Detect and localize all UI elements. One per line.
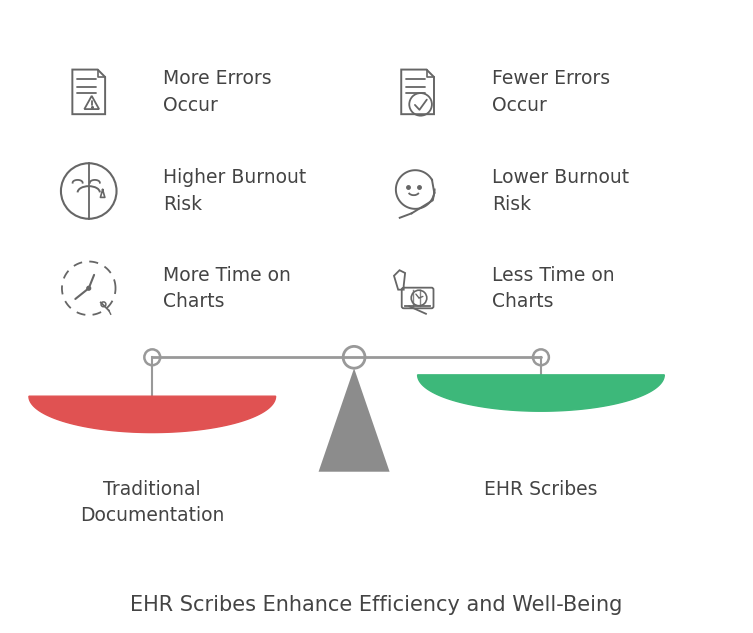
Text: More Time on
Charts: More Time on Charts: [163, 265, 291, 311]
Polygon shape: [418, 375, 664, 411]
Text: Fewer Errors
Occur: Fewer Errors Occur: [492, 69, 611, 115]
Text: EHR Scribes Enhance Efficiency and Well-Being: EHR Scribes Enhance Efficiency and Well-…: [130, 596, 623, 615]
Polygon shape: [29, 396, 276, 432]
Text: Traditional
Documentation: Traditional Documentation: [80, 480, 224, 525]
Text: More Errors
Occur: More Errors Occur: [163, 69, 272, 115]
Polygon shape: [319, 368, 389, 472]
Text: Less Time on
Charts: Less Time on Charts: [492, 265, 615, 311]
Text: Higher Burnout
Risk: Higher Burnout Risk: [163, 168, 306, 214]
Text: EHR Scribes: EHR Scribes: [484, 480, 598, 499]
Text: Lower Burnout
Risk: Lower Burnout Risk: [492, 168, 630, 214]
Circle shape: [87, 286, 90, 290]
